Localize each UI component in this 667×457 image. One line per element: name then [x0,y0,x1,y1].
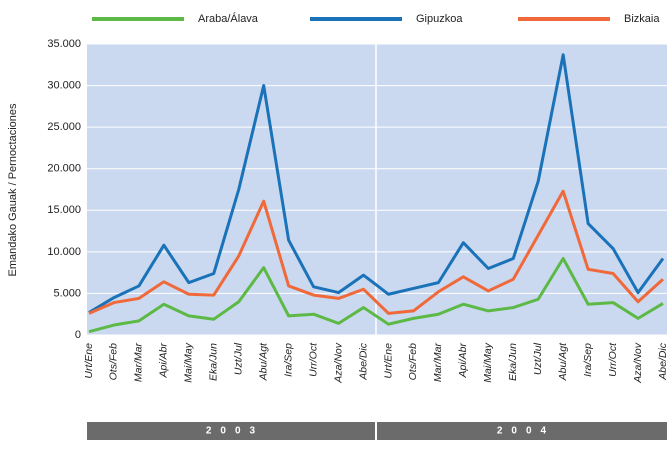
x-tick-label: Mar/Mar [133,343,145,383]
year-label: 2003 [206,426,264,437]
x-tick-label: Api/Abr [457,343,469,379]
y-tick-label: 20.000 [47,163,81,175]
y-tick-label: 30.000 [47,79,81,91]
legend-label: Araba/Álava [198,12,259,25]
y-tick-label: 5.000 [53,287,81,299]
series-line [88,53,665,314]
series-line [88,257,664,334]
x-tick-label: Eka/Jun [208,343,220,381]
y-tick-label: 10.000 [47,246,81,258]
x-tick-label: Abe/Dic [357,342,369,381]
x-tick-label: Urr/Oct [307,342,319,377]
x-tick-label: Ira/Sep [282,343,294,377]
x-tick-label: Api/Abr [158,343,170,379]
y-axis-label: Emandako Gauak / Pernoctaciones [7,103,19,277]
x-tick-label: Urr/Oct [607,342,619,377]
x-tick-label: Eka/Jun [507,343,519,381]
year-band [87,422,375,440]
series-line [88,189,665,315]
x-tick-label: Mai/May [183,342,195,382]
x-tick-label: Urt/Ene [83,343,95,379]
x-tick-label: Urt/Ene [382,343,394,379]
legend-label: Gipuzkoa [416,13,463,25]
y-tick-label: 15.000 [47,204,81,216]
year-label: 2004 [497,426,555,437]
x-tick-label: Ots/Feb [407,343,419,381]
x-tick-label: Mar/Mar [432,343,444,383]
x-tick-label: Uzt/Jul [233,342,245,375]
x-tick-label: Aza/Nov [332,342,344,383]
year-band [377,422,667,440]
y-tick-label: 35.000 [47,38,81,50]
y-tick-label: 0 [75,329,81,341]
x-tick-label: Ots/Feb [108,343,120,381]
x-tick-label: Abe/Dic [657,342,667,381]
x-tick-label: Aza/Nov [632,342,644,383]
x-tick-label: Ira/Sep [582,343,594,377]
x-tick-label: Mai/May [482,342,494,382]
y-tick-label: 25.000 [47,121,81,133]
legend-label: Bizkaia [624,13,660,25]
x-tick-label: Abu/Agt [557,342,569,381]
x-tick-label: Uzt/Jul [532,342,544,375]
x-tick-label: Abu/Agt [257,342,269,381]
